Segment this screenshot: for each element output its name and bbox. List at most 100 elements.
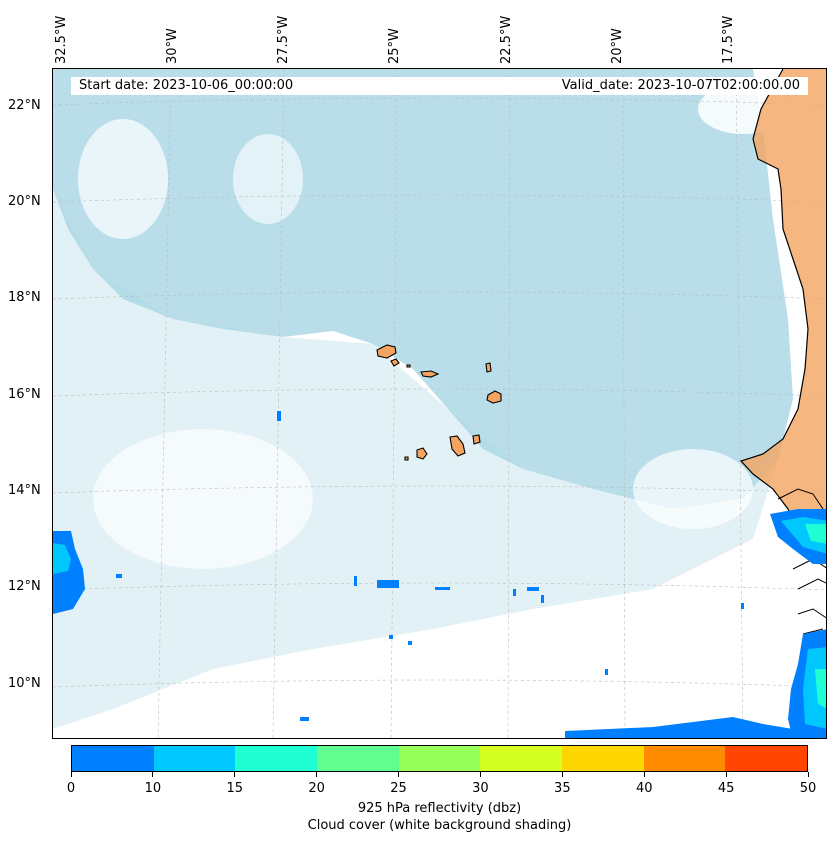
parallel-22n	[53, 97, 826, 106]
colorbar-segment-7	[643, 746, 726, 771]
colorbar-tick-label: 30	[472, 781, 489, 796]
reflectivity-cell-12n-a	[354, 576, 357, 586]
cloud-clear-patch-central	[233, 134, 303, 224]
parallel-16n	[53, 388, 826, 397]
cloud-clear-patch-west	[78, 119, 168, 239]
african-land	[741, 69, 826, 549]
valid-date-label: Valid_date: 2023-10-07T02:00:00.00	[561, 78, 800, 93]
colorbar-tick-mark	[561, 772, 563, 777]
colorbar-segment-8	[725, 746, 808, 771]
latitude-label-10n: 10°N	[8, 676, 41, 691]
parallel-18n	[53, 291, 826, 300]
island-boa-vista	[486, 390, 502, 404]
reflectivity-cell-12n-d	[527, 587, 539, 591]
colorbar-segment-5	[480, 746, 563, 771]
reflectivity-senegal-core	[805, 524, 826, 544]
island-sao-vicente	[390, 358, 400, 367]
colorbar-title: 925 hPa reflectivity (dbz)	[357, 801, 522, 816]
colorbar-tick-label: 25	[390, 781, 407, 796]
colorbar-tick-mark	[725, 772, 727, 777]
colorbar-tick-label: 0	[66, 781, 76, 796]
reflectivity-southeast-inner	[803, 647, 826, 729]
parallel-10n	[53, 679, 826, 688]
reflectivity-cell-12n-c	[513, 589, 516, 596]
colorbar-segment-4	[398, 746, 481, 771]
cloud-clear-patch-east	[633, 449, 753, 529]
colorbar-segment-6	[562, 746, 644, 771]
latitude-label-18n: 18°N	[8, 290, 41, 305]
colorbar-tick-label: 15	[226, 781, 244, 796]
latitude-label-16n: 16°N	[8, 387, 41, 402]
reflectivity-cell-11n-c	[605, 669, 608, 675]
island-sao-nicolau	[420, 370, 440, 378]
colorbar-subtitle: Cloud cover (white background shading)	[307, 818, 572, 833]
island-sal	[485, 362, 492, 373]
colorbar-segment-2	[235, 746, 318, 771]
meridian-22-5w	[507, 69, 511, 738]
guinea-coastline	[797, 608, 826, 635]
graticule	[53, 69, 826, 738]
cloud-cover-shading	[53, 69, 793, 729]
reflectivity-southeast-core	[815, 669, 826, 708]
africa-coast	[739, 69, 826, 635]
reflectivity-cell-31w	[116, 574, 122, 578]
latitude-label-14n: 14°N	[8, 483, 41, 498]
colorbar-tick-mark	[234, 772, 236, 777]
date-info-bar: Start date: 2023-10-06_00:00:00 Valid_da…	[71, 77, 808, 95]
island-fogo	[416, 447, 428, 460]
start-date-label: Start date: 2023-10-06_00:00:00	[79, 78, 294, 93]
reflectivity-cell-25w	[377, 580, 399, 588]
reflectivity-cell-10n	[741, 603, 744, 609]
meridian-17-5w	[735, 69, 744, 738]
colorbar-tick-mark	[152, 772, 154, 777]
colorbar-tick-label: 40	[635, 781, 653, 796]
latitude-label-12n: 12°N	[8, 579, 41, 594]
island-santa-luzia	[406, 364, 411, 368]
colorbar-tick-mark	[316, 772, 318, 777]
reflectivity-cell-29w	[300, 717, 309, 721]
meridian-25w	[390, 69, 398, 738]
cloud-cover-light-south	[53, 189, 778, 729]
island-santiago	[449, 435, 466, 457]
reflectivity-colorbar	[71, 745, 808, 772]
longitude-label-25w: 25°W	[387, 28, 402, 64]
meridian-30w	[157, 69, 172, 738]
colorbar-tick-label: 20	[308, 781, 325, 796]
colorbar-segment-1	[153, 746, 236, 771]
reflectivity-cell-11n-a	[389, 635, 393, 639]
longitude-label-27-5w: 27.5°W	[276, 15, 291, 64]
reflectivity-cell-12n-b	[435, 587, 450, 590]
colorbar-segment-3	[317, 746, 399, 771]
meridian-27-5w	[272, 69, 285, 738]
colorbar-tick-mark	[807, 772, 809, 777]
african-coastline	[739, 69, 814, 550]
longitude-label-17-5w: 17.5°W	[721, 15, 736, 64]
colorbar-tick-label: 50	[799, 781, 817, 796]
reflectivity-south-band	[565, 717, 810, 738]
reflectivity-cell-27w	[277, 411, 281, 421]
colorbar-tick-mark	[70, 772, 72, 777]
longitude-label-32-5w: 32.5°W	[54, 15, 69, 64]
latitude-label-22n: 22°N	[8, 98, 41, 113]
parallel-20n	[53, 194, 826, 203]
reflectivity-west-edge-inner	[53, 543, 71, 574]
latitude-label-20n: 20°N	[8, 194, 41, 209]
reflectivity-cell-12n-e	[541, 595, 544, 603]
colorbar-segment-0	[72, 746, 154, 771]
parallel-12n	[53, 582, 826, 591]
colorbar-tick-label: 45	[717, 781, 735, 796]
map-panel[interactable]	[52, 68, 827, 739]
island-santo-antao	[376, 344, 397, 359]
cloud-clear-patch-southwest	[93, 429, 313, 569]
colorbar-tick-label: 10	[144, 781, 162, 796]
colorbar-tick-mark	[398, 772, 400, 777]
reflectivity-patches	[53, 411, 826, 738]
island-brava	[404, 456, 409, 461]
meridian-20w	[622, 69, 626, 738]
map-canvas	[53, 69, 826, 738]
longitude-label-22-5w: 22.5°W	[499, 15, 514, 64]
colorbar-tick-mark	[643, 772, 645, 777]
longitude-label-30w: 30°W	[165, 28, 180, 64]
colorbar-tick-label: 35	[554, 781, 571, 796]
longitude-label-20w: 20°W	[610, 28, 625, 64]
